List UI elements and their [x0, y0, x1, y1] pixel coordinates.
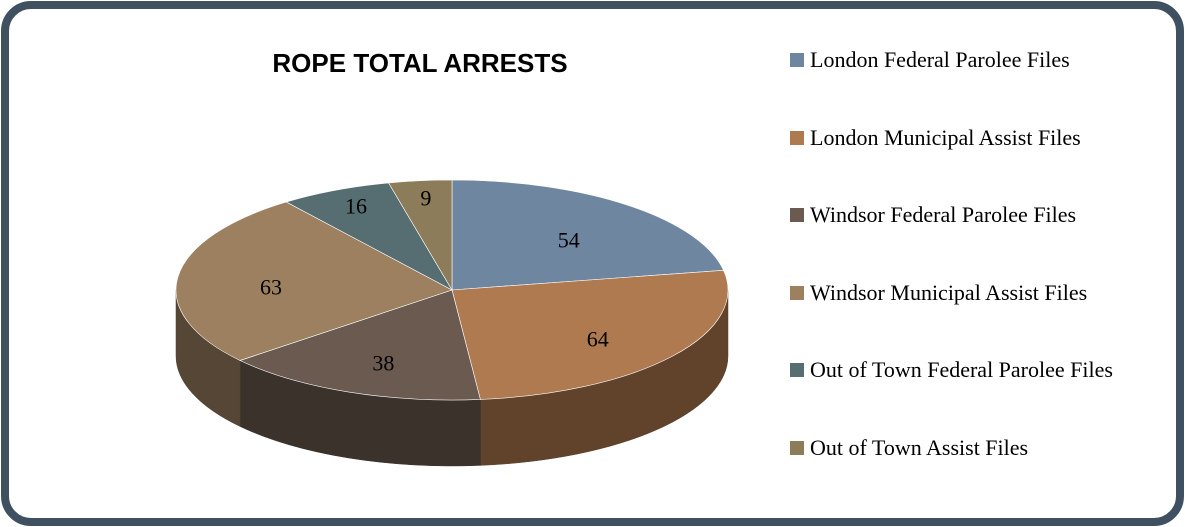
legend-swatch: [790, 440, 804, 455]
data-label: 64: [587, 327, 609, 352]
legend-swatch: [790, 285, 804, 300]
legend-swatch: [790, 53, 804, 67]
legend-item: Windsor Municipal Assist Files: [790, 279, 1150, 306]
legend-label: London Municipal Assist Files: [810, 124, 1081, 150]
legend-item: Out of Town Assist Files: [790, 434, 1150, 461]
legend-label: London Federal Parolee Files: [810, 47, 1070, 72]
legend-swatch: [790, 208, 804, 222]
legend-label: Windsor Municipal Assist Files: [810, 279, 1088, 305]
legend-swatch: [790, 130, 804, 145]
data-label: 63: [260, 275, 282, 300]
slice: [175, 201, 453, 361]
slice: [285, 182, 453, 291]
legend-label: Out of Town Federal Parolee Files: [810, 357, 1113, 382]
legend-label: Out of Town Assist Files: [810, 434, 1029, 460]
chart-title: ROPE TOTAL ARRESTS: [272, 48, 567, 78]
legend-item: London Federal Parolee Files: [790, 46, 1150, 73]
data-label: 16: [345, 193, 367, 218]
slice: [239, 289, 481, 401]
data-label: 54: [558, 227, 580, 252]
legend-item: Out of Town Federal Parolee Files: [790, 356, 1150, 383]
slice: [388, 179, 453, 292]
legend-item: Windsor Federal Parolee Files: [790, 201, 1150, 228]
data-label: 9: [420, 185, 431, 210]
slice: [451, 269, 729, 400]
data-label: 38: [372, 350, 394, 375]
legend-label: Windsor Federal Parolee Files: [810, 202, 1077, 227]
slice: [451, 179, 724, 291]
legend-item: London Municipal Assist Files: [790, 124, 1150, 151]
legend-swatch: [790, 363, 804, 377]
